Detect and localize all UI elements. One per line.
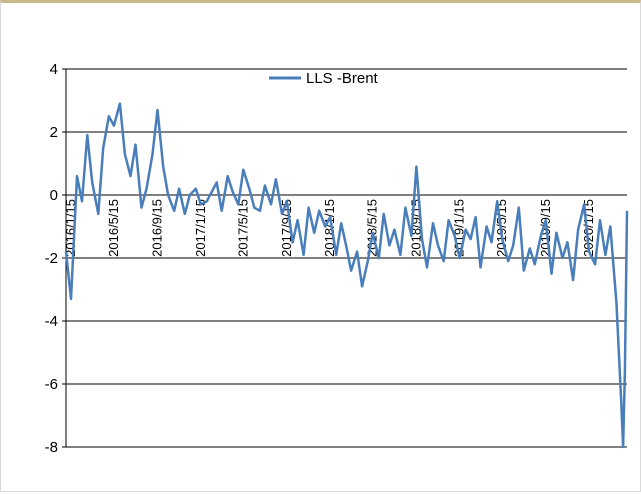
x-tick-label: 2017/1/15: [193, 199, 208, 257]
chart-svg: 420-2-4-6-8 2016/1/15 2016/5/15 2016/9/15 2…: [45, 61, 629, 456]
x-tick-label: 2016/5/15: [106, 199, 121, 257]
y-tick-label: 2: [50, 124, 58, 141]
y-tick-label: -8: [45, 439, 58, 456]
x-tick-label: 2017/5/15: [235, 199, 250, 257]
y-tick-label: -4: [45, 313, 58, 330]
x-tick-label: 2016/9/15: [149, 199, 164, 257]
y-axis: 4 2 0 -2 -4 -6 -8: [45, 61, 67, 456]
x-tick-label: 2019/9/15: [538, 199, 553, 257]
y-tick-label: -6: [45, 376, 58, 393]
y-tick-label: 0: [50, 187, 58, 204]
series-layer: [64, 102, 629, 449]
legend: LLS -Brent: [269, 70, 379, 87]
legend-label: LLS -Brent: [306, 70, 379, 87]
gridlines: [66, 68, 627, 448]
series-line-lls-brent: [64, 102, 629, 449]
x-tick-label: 2019/1/15: [452, 199, 467, 257]
y-tick-label: 4: [50, 61, 58, 78]
y-tick-label: -2: [45, 250, 58, 267]
